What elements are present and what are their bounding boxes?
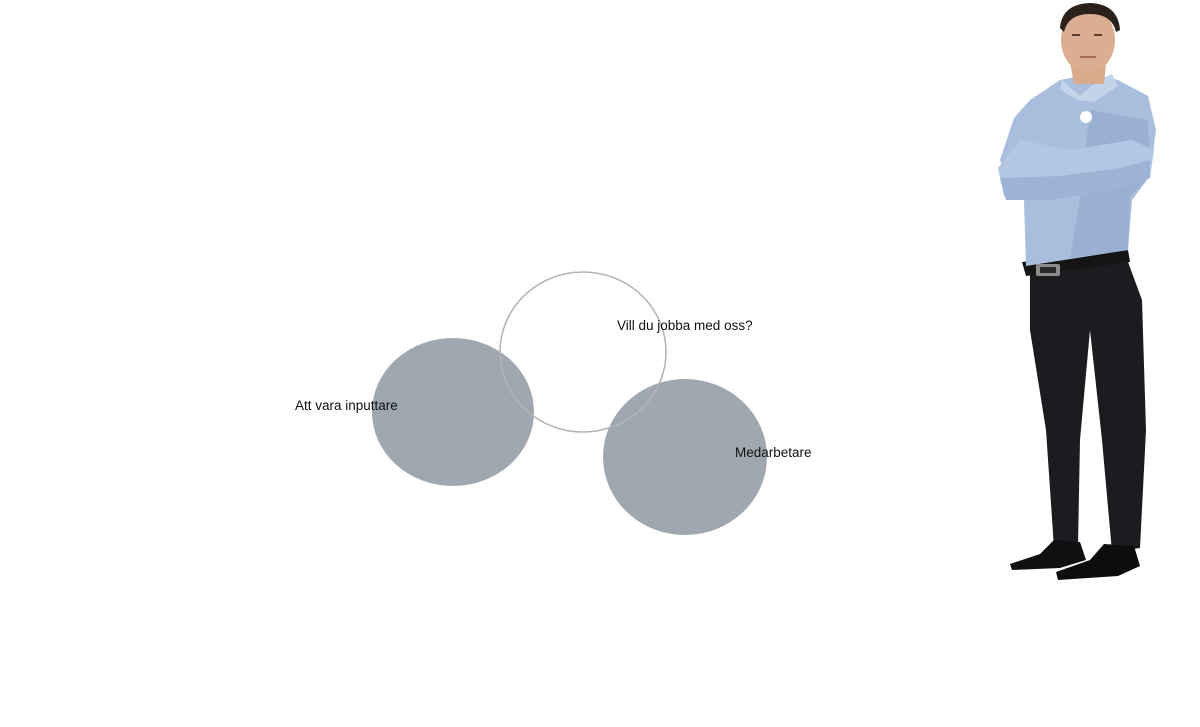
label-inputtare: Att vara inputtare xyxy=(295,398,398,413)
circle-inputtare xyxy=(372,338,534,486)
circle-question xyxy=(499,271,667,433)
label-question: Vill du jobba med oss? xyxy=(617,318,753,333)
label-medarbetare: Medarbetare xyxy=(735,445,812,460)
person-image xyxy=(998,3,1156,580)
circle-medarbetare xyxy=(603,379,767,535)
